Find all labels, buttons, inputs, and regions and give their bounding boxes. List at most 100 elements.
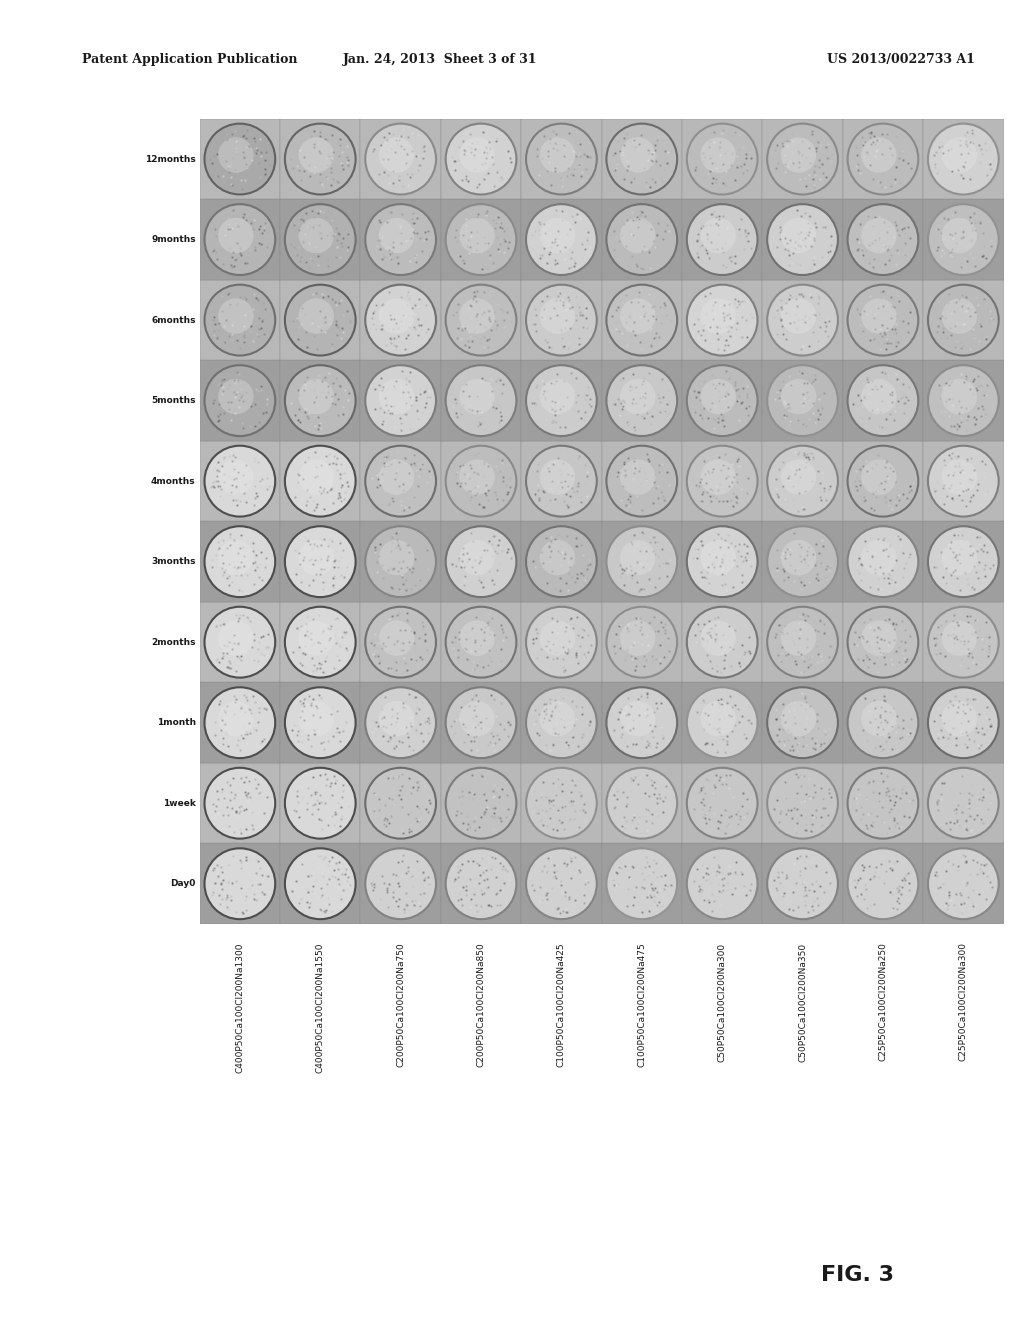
Circle shape: [205, 285, 275, 355]
Circle shape: [606, 768, 677, 838]
Circle shape: [942, 218, 977, 253]
Circle shape: [861, 620, 897, 656]
Circle shape: [767, 688, 838, 758]
Bar: [682, 280, 762, 360]
Circle shape: [767, 285, 838, 355]
Circle shape: [781, 298, 816, 334]
Bar: [440, 199, 521, 280]
Circle shape: [700, 137, 736, 173]
Bar: [762, 119, 843, 199]
Bar: [200, 763, 281, 843]
Circle shape: [606, 527, 677, 597]
Circle shape: [218, 540, 254, 576]
Circle shape: [928, 527, 998, 597]
Circle shape: [848, 285, 919, 355]
Circle shape: [767, 768, 838, 838]
Bar: [440, 843, 521, 924]
Bar: [843, 360, 924, 441]
Bar: [924, 682, 1004, 763]
Circle shape: [445, 849, 516, 919]
Circle shape: [848, 527, 919, 597]
Circle shape: [366, 446, 436, 516]
Text: C200P50Ca100Cl200Na850: C200P50Ca100Cl200Na850: [476, 942, 485, 1068]
Circle shape: [285, 768, 355, 838]
Circle shape: [861, 218, 897, 253]
Circle shape: [379, 701, 415, 737]
Bar: [521, 199, 602, 280]
Circle shape: [445, 124, 516, 194]
Circle shape: [379, 298, 415, 334]
Circle shape: [928, 124, 998, 194]
Bar: [360, 441, 440, 521]
Bar: [924, 521, 1004, 602]
Circle shape: [445, 688, 516, 758]
Bar: [602, 280, 682, 360]
Bar: [521, 441, 602, 521]
Circle shape: [299, 620, 334, 656]
Bar: [360, 843, 440, 924]
Bar: [281, 199, 360, 280]
Bar: [843, 763, 924, 843]
Bar: [602, 521, 682, 602]
Bar: [682, 360, 762, 441]
Circle shape: [606, 124, 677, 194]
Circle shape: [285, 688, 355, 758]
Bar: [281, 360, 360, 441]
Bar: [602, 199, 682, 280]
Text: Jan. 24, 2013  Sheet 3 of 31: Jan. 24, 2013 Sheet 3 of 31: [343, 53, 538, 66]
Circle shape: [767, 849, 838, 919]
Circle shape: [928, 607, 998, 677]
Circle shape: [700, 620, 736, 656]
Circle shape: [285, 366, 355, 436]
Text: 12months: 12months: [145, 154, 196, 164]
Bar: [521, 682, 602, 763]
Bar: [762, 441, 843, 521]
Circle shape: [928, 768, 998, 838]
Bar: [200, 843, 281, 924]
Circle shape: [526, 768, 597, 838]
Bar: [440, 682, 521, 763]
Circle shape: [942, 459, 977, 495]
Circle shape: [366, 205, 436, 275]
Circle shape: [687, 849, 758, 919]
Circle shape: [460, 298, 495, 334]
Circle shape: [606, 446, 677, 516]
Circle shape: [285, 285, 355, 355]
Bar: [440, 119, 521, 199]
Circle shape: [445, 768, 516, 838]
Circle shape: [379, 379, 415, 414]
Bar: [281, 682, 360, 763]
Text: 3months: 3months: [152, 557, 196, 566]
Circle shape: [526, 205, 597, 275]
Circle shape: [621, 218, 655, 253]
Circle shape: [700, 459, 736, 495]
Circle shape: [928, 446, 998, 516]
Bar: [281, 441, 360, 521]
Bar: [281, 843, 360, 924]
Bar: [602, 763, 682, 843]
Bar: [602, 682, 682, 763]
Circle shape: [540, 379, 575, 414]
Circle shape: [526, 688, 597, 758]
Bar: [440, 280, 521, 360]
Bar: [762, 843, 843, 924]
Bar: [200, 682, 281, 763]
Circle shape: [700, 379, 736, 414]
Circle shape: [540, 218, 575, 253]
Bar: [281, 280, 360, 360]
Circle shape: [540, 701, 575, 737]
Bar: [843, 441, 924, 521]
Bar: [602, 602, 682, 682]
Circle shape: [848, 366, 919, 436]
Bar: [200, 521, 281, 602]
Bar: [360, 199, 440, 280]
Circle shape: [621, 701, 655, 737]
Text: 9months: 9months: [152, 235, 196, 244]
Bar: [762, 199, 843, 280]
Bar: [200, 199, 281, 280]
Text: C400P50Ca100Cl200Na1300: C400P50Ca100Cl200Na1300: [236, 942, 245, 1073]
Circle shape: [205, 849, 275, 919]
Circle shape: [848, 446, 919, 516]
Bar: [924, 441, 1004, 521]
Bar: [682, 119, 762, 199]
